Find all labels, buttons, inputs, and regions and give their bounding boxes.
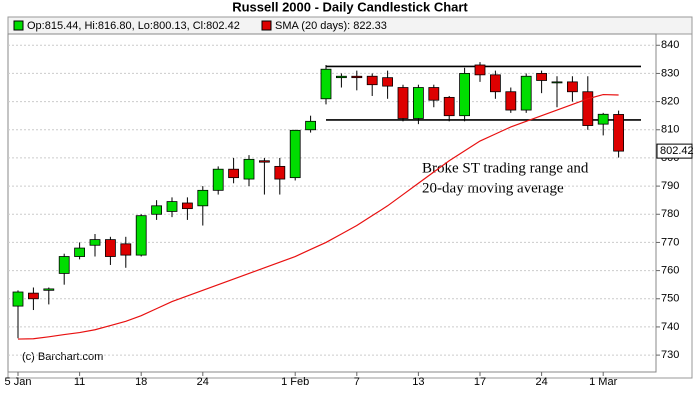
y-tick-label: 760 bbox=[661, 265, 679, 277]
candle-body bbox=[597, 113, 609, 125]
y-tick-label: 810 bbox=[661, 124, 679, 136]
legend-label: SMA (20 days): 822.33 bbox=[275, 20, 387, 32]
candle-body bbox=[505, 91, 517, 111]
credit: (c) Barchart.com bbox=[22, 351, 103, 363]
last-price-box bbox=[656, 143, 693, 159]
candle-body bbox=[382, 77, 394, 87]
candle-body bbox=[120, 243, 132, 256]
chart-title: Russell 2000 - Daily Candlestick Chart bbox=[232, 0, 468, 14]
candle-body bbox=[551, 81, 563, 84]
candle-body bbox=[43, 288, 55, 291]
x-tick-label: 24 bbox=[535, 376, 547, 388]
candle-body bbox=[320, 68, 332, 100]
last-price-label: 802.42 bbox=[660, 145, 694, 157]
candle-body bbox=[89, 239, 101, 246]
x-tick-label: 7 bbox=[354, 376, 360, 388]
x-tick-label: 13 bbox=[412, 376, 424, 388]
candle-body bbox=[181, 202, 193, 210]
candle-body bbox=[351, 75, 363, 79]
y-tick-label: 830 bbox=[661, 67, 679, 79]
candle-body bbox=[474, 64, 486, 76]
candle-body bbox=[567, 81, 578, 93]
x-tick-label: 11 bbox=[74, 376, 85, 388]
candle-body bbox=[258, 160, 270, 163]
candle-body bbox=[289, 129, 301, 179]
candle-body bbox=[243, 158, 255, 180]
x-tick-label: 24 bbox=[197, 376, 209, 388]
y-tick-label: 780 bbox=[661, 208, 679, 220]
legend-swatch bbox=[13, 20, 24, 31]
candle-body bbox=[412, 87, 424, 119]
y-tick-label: 820 bbox=[661, 96, 679, 108]
x-tick-label: 18 bbox=[135, 376, 147, 388]
annotation: Broke ST trading range and bbox=[422, 160, 589, 176]
y-tick-label: 730 bbox=[661, 349, 679, 361]
candle-body bbox=[489, 74, 501, 93]
y-tick-label: 790 bbox=[661, 180, 679, 192]
candle-body bbox=[105, 239, 116, 257]
candle-body bbox=[212, 168, 224, 191]
candle-body bbox=[12, 291, 24, 307]
x-tick-label: 1 Feb bbox=[281, 376, 309, 388]
candle-body bbox=[27, 292, 39, 300]
candle-body bbox=[197, 189, 209, 207]
candle-body bbox=[366, 75, 378, 86]
candle-body bbox=[151, 205, 163, 215]
candle-body bbox=[335, 75, 347, 79]
candle-body bbox=[582, 91, 594, 126]
annotation: 20-day moving average bbox=[422, 180, 564, 196]
candle-body bbox=[428, 87, 440, 101]
candle-body bbox=[305, 120, 317, 131]
candle-body bbox=[274, 165, 286, 180]
legend-swatch bbox=[261, 20, 272, 31]
candle-body bbox=[459, 73, 471, 117]
plot-area bbox=[7, 33, 657, 373]
sma-line bbox=[17, 93, 619, 340]
candle-body bbox=[58, 256, 70, 274]
x-tick-label: 5 Jan bbox=[5, 376, 32, 388]
candle-body bbox=[613, 114, 624, 152]
y-tick-label: 750 bbox=[661, 293, 679, 305]
y-tick-label: 770 bbox=[661, 236, 679, 248]
candle-body bbox=[135, 215, 147, 256]
x-tick-label: 17 bbox=[474, 376, 486, 388]
legend-label: Op:815.44, Hi:816.80, Lo:800.13, Cl:802.… bbox=[27, 20, 240, 32]
candle-body bbox=[166, 201, 178, 212]
candle-body bbox=[228, 168, 240, 179]
candle-body bbox=[536, 73, 547, 81]
candle-body bbox=[397, 87, 409, 119]
y-tick-label: 840 bbox=[661, 39, 679, 51]
y-tick-label: 740 bbox=[661, 321, 679, 333]
candle-body bbox=[74, 247, 85, 257]
x-tick-label: 1 Mar bbox=[589, 376, 617, 388]
candle-body bbox=[520, 75, 532, 111]
candle-body bbox=[443, 96, 455, 117]
